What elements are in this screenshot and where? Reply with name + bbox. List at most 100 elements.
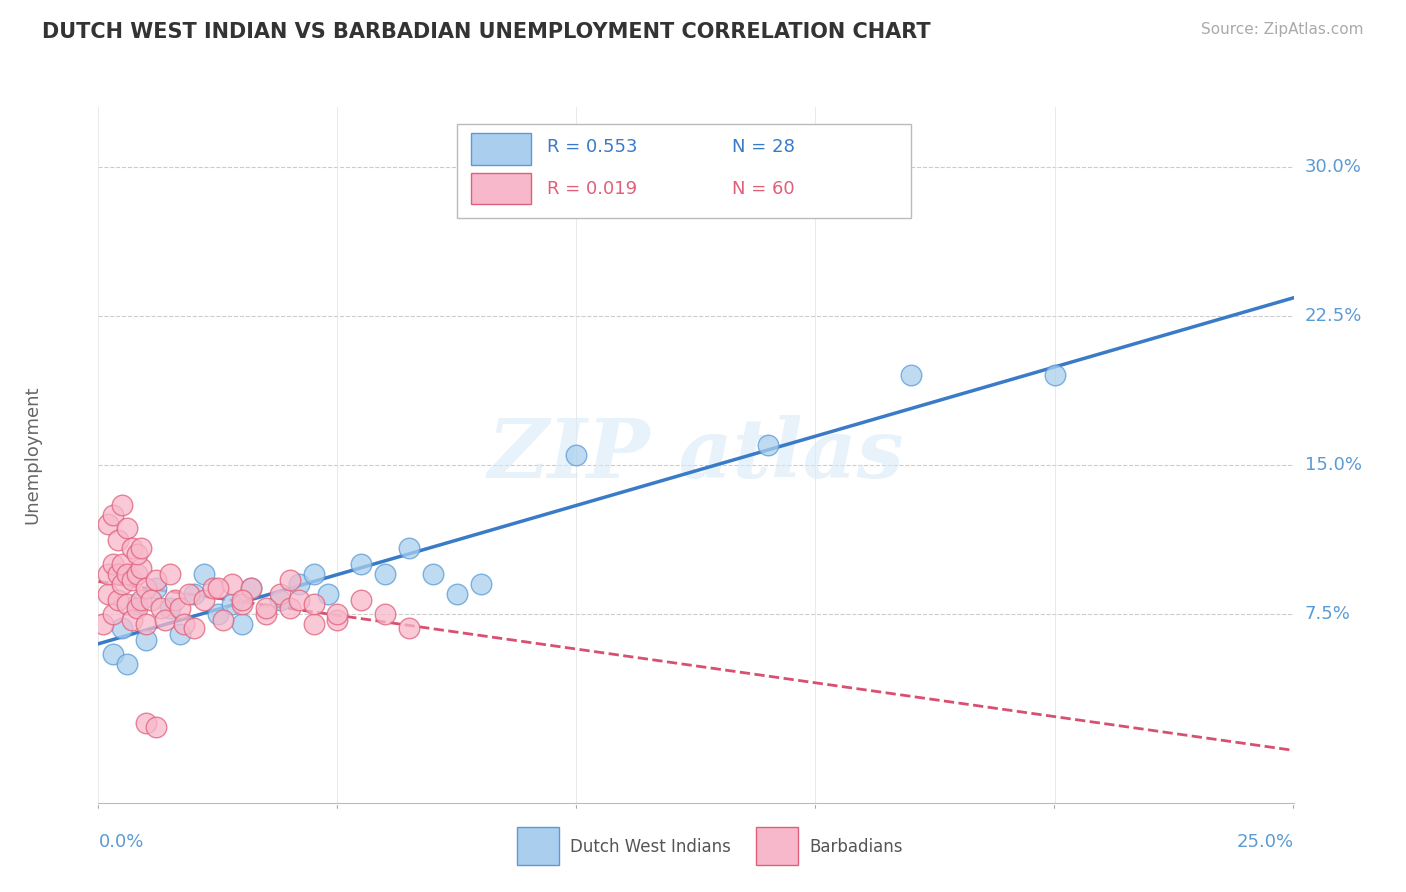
- Point: [111, 577, 134, 591]
- Point: [193, 567, 215, 582]
- Point: [125, 601, 148, 615]
- Point: [374, 607, 396, 621]
- Point: [169, 627, 191, 641]
- Point: [1043, 368, 1066, 383]
- Point: [115, 597, 138, 611]
- Point: [207, 607, 229, 621]
- Point: [111, 498, 134, 512]
- Point: [125, 547, 148, 561]
- Point: [135, 581, 157, 595]
- Point: [125, 597, 148, 611]
- Point: [115, 567, 138, 582]
- Point: [240, 581, 263, 595]
- Point: [288, 577, 311, 591]
- Point: [101, 558, 124, 572]
- Point: [269, 587, 291, 601]
- Point: [131, 541, 153, 556]
- FancyBboxPatch shape: [756, 827, 797, 865]
- Point: [159, 567, 181, 582]
- Point: [121, 541, 143, 556]
- Point: [169, 601, 191, 615]
- Point: [97, 517, 120, 532]
- Point: [900, 368, 922, 383]
- Point: [470, 577, 492, 591]
- Point: [240, 581, 263, 595]
- Point: [135, 616, 157, 631]
- Text: 22.5%: 22.5%: [1305, 307, 1362, 325]
- Point: [111, 558, 134, 572]
- Point: [374, 567, 396, 582]
- Point: [211, 613, 233, 627]
- Point: [422, 567, 444, 582]
- Point: [139, 593, 162, 607]
- Point: [231, 593, 253, 607]
- Point: [135, 632, 157, 647]
- Point: [145, 573, 167, 587]
- Point: [278, 573, 301, 587]
- Point: [101, 647, 124, 661]
- Point: [350, 593, 373, 607]
- Point: [207, 581, 229, 595]
- Point: [149, 601, 172, 615]
- Point: [221, 597, 243, 611]
- Point: [107, 567, 129, 582]
- Point: [398, 621, 420, 635]
- Point: [326, 613, 349, 627]
- Point: [183, 621, 205, 635]
- FancyBboxPatch shape: [471, 173, 531, 204]
- Text: N = 28: N = 28: [733, 138, 794, 156]
- Text: 0.0%: 0.0%: [98, 833, 143, 851]
- Point: [326, 607, 349, 621]
- Point: [163, 593, 186, 607]
- Point: [131, 561, 153, 575]
- Text: ZIP atlas: ZIP atlas: [488, 415, 904, 495]
- Text: 7.5%: 7.5%: [1305, 605, 1351, 623]
- Text: R = 0.019: R = 0.019: [547, 180, 637, 198]
- Point: [107, 593, 129, 607]
- Text: Dutch West Indians: Dutch West Indians: [571, 838, 731, 855]
- Point: [101, 607, 124, 621]
- Point: [115, 521, 138, 535]
- Point: [756, 438, 779, 452]
- Text: DUTCH WEST INDIAN VS BARBADIAN UNEMPLOYMENT CORRELATION CHART: DUTCH WEST INDIAN VS BARBADIAN UNEMPLOYM…: [42, 22, 931, 42]
- Point: [288, 593, 311, 607]
- Point: [145, 581, 167, 595]
- Point: [398, 541, 420, 556]
- Point: [221, 577, 243, 591]
- Text: 30.0%: 30.0%: [1305, 158, 1361, 176]
- Point: [316, 587, 339, 601]
- Point: [302, 597, 325, 611]
- FancyBboxPatch shape: [457, 124, 911, 219]
- Point: [97, 567, 120, 582]
- Text: Source: ZipAtlas.com: Source: ZipAtlas.com: [1201, 22, 1364, 37]
- Point: [135, 716, 157, 731]
- Point: [121, 573, 143, 587]
- Text: Unemployment: Unemployment: [24, 385, 42, 524]
- Point: [446, 587, 468, 601]
- Point: [302, 616, 325, 631]
- Point: [121, 613, 143, 627]
- Point: [202, 581, 225, 595]
- Point: [111, 621, 134, 635]
- Point: [115, 657, 138, 671]
- FancyBboxPatch shape: [517, 827, 558, 865]
- Point: [302, 567, 325, 582]
- Point: [145, 720, 167, 734]
- Point: [183, 587, 205, 601]
- Point: [350, 558, 373, 572]
- Point: [231, 597, 253, 611]
- Point: [269, 593, 291, 607]
- Text: Barbadians: Barbadians: [810, 838, 903, 855]
- Text: 15.0%: 15.0%: [1305, 456, 1361, 474]
- Point: [125, 567, 148, 582]
- Text: N = 60: N = 60: [733, 180, 794, 198]
- Point: [254, 607, 277, 621]
- Point: [565, 448, 588, 462]
- Point: [193, 593, 215, 607]
- Point: [155, 613, 177, 627]
- Text: 25.0%: 25.0%: [1236, 833, 1294, 851]
- Point: [173, 616, 195, 631]
- Point: [91, 616, 114, 631]
- Text: R = 0.553: R = 0.553: [547, 138, 637, 156]
- Point: [278, 601, 301, 615]
